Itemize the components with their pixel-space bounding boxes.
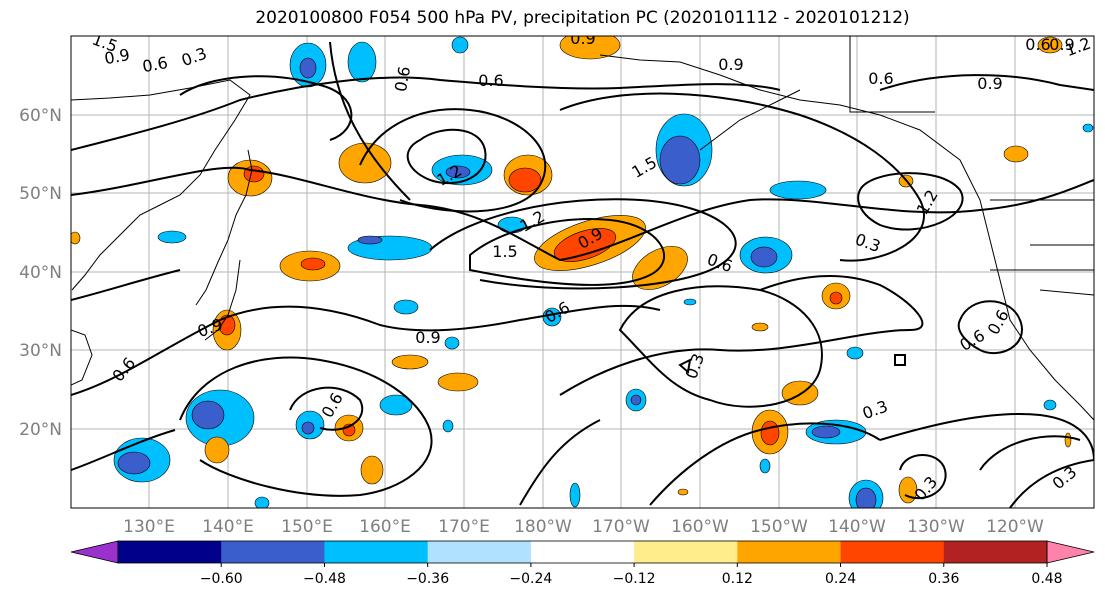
lon-label: 120°W bbox=[986, 517, 1044, 537]
lon-label: 130°W bbox=[907, 517, 965, 537]
colorbar bbox=[70, 540, 1095, 564]
colorbar-tick-label: −0.24 bbox=[509, 571, 552, 587]
contour-value-label: 0.9 bbox=[570, 29, 595, 48]
contour-value-label: 0.9 bbox=[415, 328, 440, 347]
colorbar-tick-labels: −0.60 −0.48 −0.36 −0.24 −0.12 0.12 0.24 0.36 0.4… bbox=[200, 563, 1063, 587]
lon-label: 140°W bbox=[828, 517, 886, 537]
contour-value-label: 0.9 bbox=[718, 55, 743, 74]
lon-label: 170°W bbox=[592, 517, 650, 537]
contour-value-label: 1.5 bbox=[492, 242, 517, 261]
coastlines bbox=[71, 36, 1094, 421]
map-title: 2020100800 F054 500 hPa PV, precipitatio… bbox=[255, 8, 910, 28]
contour-value-label: 0.9 bbox=[1049, 35, 1074, 54]
pv-contours bbox=[71, 41, 1094, 508]
colorbar-tick-label: −0.12 bbox=[613, 571, 656, 587]
lon-label: 160°E bbox=[359, 517, 411, 537]
colorbar-tick-label: −0.60 bbox=[200, 571, 243, 587]
colorbar-tick-label: −0.48 bbox=[303, 571, 346, 587]
colorbar-outline bbox=[117, 540, 1048, 564]
lat-label: 20°N bbox=[19, 420, 62, 440]
contour-value-label: 0.6 bbox=[478, 71, 503, 90]
colorbar-segment bbox=[737, 541, 842, 563]
colorbar-tick-label: −0.36 bbox=[406, 571, 449, 587]
lat-label: 50°N bbox=[19, 184, 62, 204]
colorbar-segment bbox=[840, 541, 945, 563]
colorbar-segment bbox=[943, 541, 1048, 563]
colorbar-segment bbox=[634, 541, 738, 563]
latitude-labels: 60°N 50°N 40°N 30°N 20°N bbox=[19, 106, 62, 440]
colorbar-segment bbox=[118, 541, 222, 563]
colorbar-tick-label: 0.48 bbox=[1031, 571, 1062, 587]
lon-label: 180°W bbox=[514, 517, 572, 537]
contour-value-label: 0.9 bbox=[103, 45, 131, 68]
lon-label: 150°W bbox=[750, 517, 808, 537]
lon-label: 140°E bbox=[202, 517, 254, 537]
colorbar-segment bbox=[427, 541, 532, 563]
colorbar-tick-label: 0.24 bbox=[825, 571, 856, 587]
lat-label: 30°N bbox=[19, 341, 62, 361]
contour-value-label: 0.9 bbox=[977, 74, 1002, 93]
lat-label: 40°N bbox=[19, 263, 62, 283]
lon-label: 170°E bbox=[438, 517, 490, 537]
lon-label: 160°W bbox=[671, 517, 729, 537]
contour-value-label: 0.6 bbox=[391, 65, 414, 93]
longitude-labels: 130°E 140°E 150°E 160°E 170°E 180°W 170°W 160°W… bbox=[123, 517, 1044, 537]
lon-label: 150°E bbox=[281, 517, 333, 537]
contour-value-label: 0.6 bbox=[141, 53, 169, 76]
colorbar-extend-low bbox=[70, 540, 119, 564]
colorbar-segment bbox=[221, 541, 325, 563]
contour-value-label: 0.6 bbox=[1025, 35, 1050, 54]
map-frame bbox=[70, 35, 1095, 509]
colorbar-segment bbox=[530, 541, 635, 563]
lat-label: 60°N bbox=[19, 106, 62, 126]
colorbar-extend-high bbox=[1046, 540, 1095, 564]
contour-value-label: 0.6 bbox=[868, 69, 893, 88]
lon-label: 130°E bbox=[123, 517, 175, 537]
colorbar-tick-label: 0.12 bbox=[722, 571, 753, 587]
colorbar-segment bbox=[324, 541, 429, 563]
colorbar-tick-label: 0.36 bbox=[928, 571, 959, 587]
